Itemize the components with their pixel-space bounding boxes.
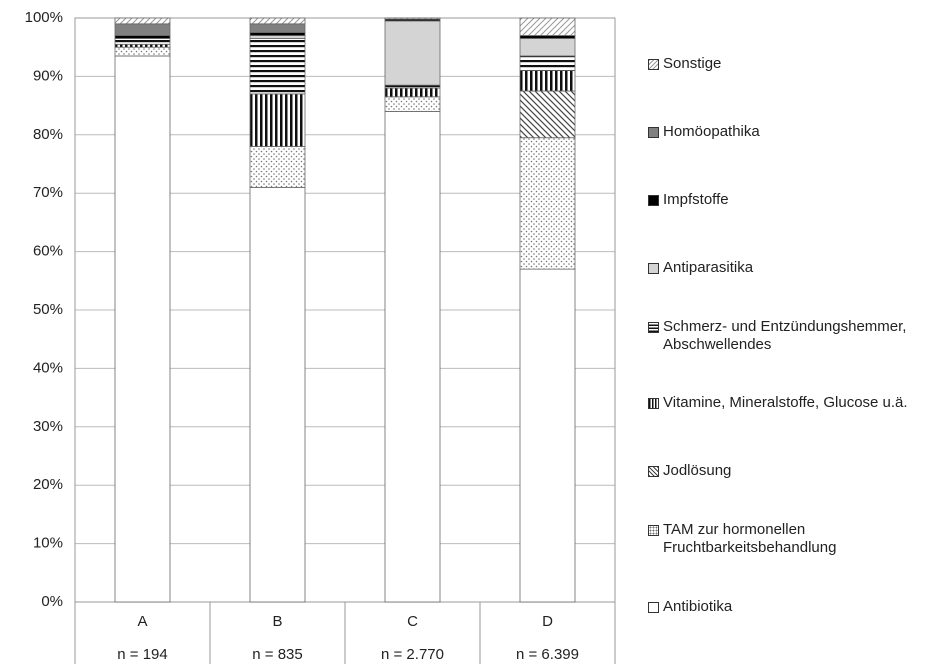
bar-segment bbox=[249, 146, 306, 188]
bar-segment bbox=[519, 38, 576, 57]
legend-swatch bbox=[648, 194, 659, 206]
bar-segment bbox=[384, 84, 441, 89]
bar-segment bbox=[249, 186, 306, 603]
bar-segment bbox=[249, 23, 306, 34]
y-tick-label: 80% bbox=[33, 126, 63, 143]
legend-label: Jodlösung bbox=[663, 462, 732, 480]
legend-entry: Antiparasitika bbox=[648, 259, 948, 277]
x-tick-label: A bbox=[137, 613, 147, 630]
legend-swatch bbox=[648, 59, 659, 70]
bar-segment bbox=[114, 35, 171, 39]
bar-segment bbox=[519, 70, 576, 92]
legend-entry: Vitamine, Mineralstoffe, Glucose u.ä. bbox=[648, 394, 948, 412]
legend-swatch bbox=[648, 466, 659, 478]
legend-label: Vitamine, Mineralstoffe, Glucose u.ä. bbox=[663, 394, 908, 412]
x-tick-label: C bbox=[407, 613, 418, 630]
legend-swatch bbox=[648, 398, 659, 410]
legend-swatch bbox=[648, 321, 659, 333]
y-tick-label: 30% bbox=[33, 418, 63, 435]
bar-segment bbox=[249, 93, 306, 147]
sample-size: n = 835 bbox=[252, 646, 302, 663]
bar-segment bbox=[519, 268, 576, 603]
sample-size: n = 6.399 bbox=[516, 646, 579, 663]
sample-size: n = 194 bbox=[117, 646, 167, 663]
y-tick-label: 20% bbox=[33, 476, 63, 493]
bar-segment bbox=[384, 111, 441, 603]
bar-segment bbox=[114, 23, 171, 36]
legend-label: Sonstige bbox=[663, 55, 722, 72]
legend-label: Antiparasitika bbox=[663, 258, 754, 276]
bar-segment bbox=[114, 38, 171, 45]
legend-label: TAM zur hormonellen Fruchtbarkeitsbehand… bbox=[663, 521, 837, 557]
bar-segment bbox=[519, 90, 576, 139]
bar-segment bbox=[519, 35, 576, 39]
y-tick-label: 40% bbox=[33, 359, 63, 376]
legend-swatch bbox=[648, 525, 659, 537]
y-tick-label: 70% bbox=[33, 184, 63, 201]
y-tick-label: 10% bbox=[33, 535, 63, 552]
legend-label: Impfstoffe bbox=[663, 190, 729, 208]
bar-segment bbox=[249, 38, 306, 95]
bar-segment bbox=[249, 35, 306, 39]
x-tick-label: D bbox=[542, 613, 553, 630]
legend-entry: TAM zur hormonellen Fruchtbarkeitsbehand… bbox=[648, 521, 948, 557]
bar-segment bbox=[249, 32, 306, 36]
legend-entry: Impfstoffe bbox=[648, 191, 948, 209]
legend-entry: Homöopathika bbox=[648, 123, 948, 141]
bar-segment bbox=[114, 43, 171, 48]
bar-segment bbox=[384, 20, 441, 86]
y-tick-label: 60% bbox=[33, 243, 63, 260]
bar-segment bbox=[519, 137, 576, 270]
bar-segment bbox=[384, 17, 441, 20]
legend-label: Antibiotika bbox=[663, 598, 733, 615]
y-tick-label: 0% bbox=[41, 593, 63, 610]
bar-segment bbox=[114, 55, 171, 603]
bar-segment bbox=[384, 96, 441, 112]
legend-swatch bbox=[648, 262, 659, 274]
bar-segment bbox=[519, 55, 576, 71]
legend-entry: Antibiotika bbox=[648, 598, 948, 616]
legend-label: Schmerz- und Entzündungshemmer, Abschwel… bbox=[663, 317, 907, 353]
bar-segment bbox=[519, 17, 576, 36]
y-tick-label: 50% bbox=[33, 301, 63, 318]
legend-entry: Sonstige bbox=[648, 55, 948, 73]
bar-segment bbox=[114, 17, 171, 25]
legend-entry: Jodlösung bbox=[648, 462, 948, 480]
bar-segment bbox=[249, 17, 306, 25]
y-tick-label: 100% bbox=[25, 9, 63, 26]
legend-swatch bbox=[648, 126, 659, 138]
legend-entry: Schmerz- und Entzündungshemmer, Abschwel… bbox=[648, 318, 948, 354]
bar-segment bbox=[114, 46, 171, 57]
legend-label: Homöopathika bbox=[663, 122, 760, 140]
sample-size: n = 2.770 bbox=[381, 646, 444, 663]
x-tick-label: B bbox=[272, 613, 282, 630]
legend-swatch bbox=[648, 602, 659, 613]
bar-segment bbox=[384, 87, 441, 98]
y-tick-label: 90% bbox=[33, 67, 63, 84]
